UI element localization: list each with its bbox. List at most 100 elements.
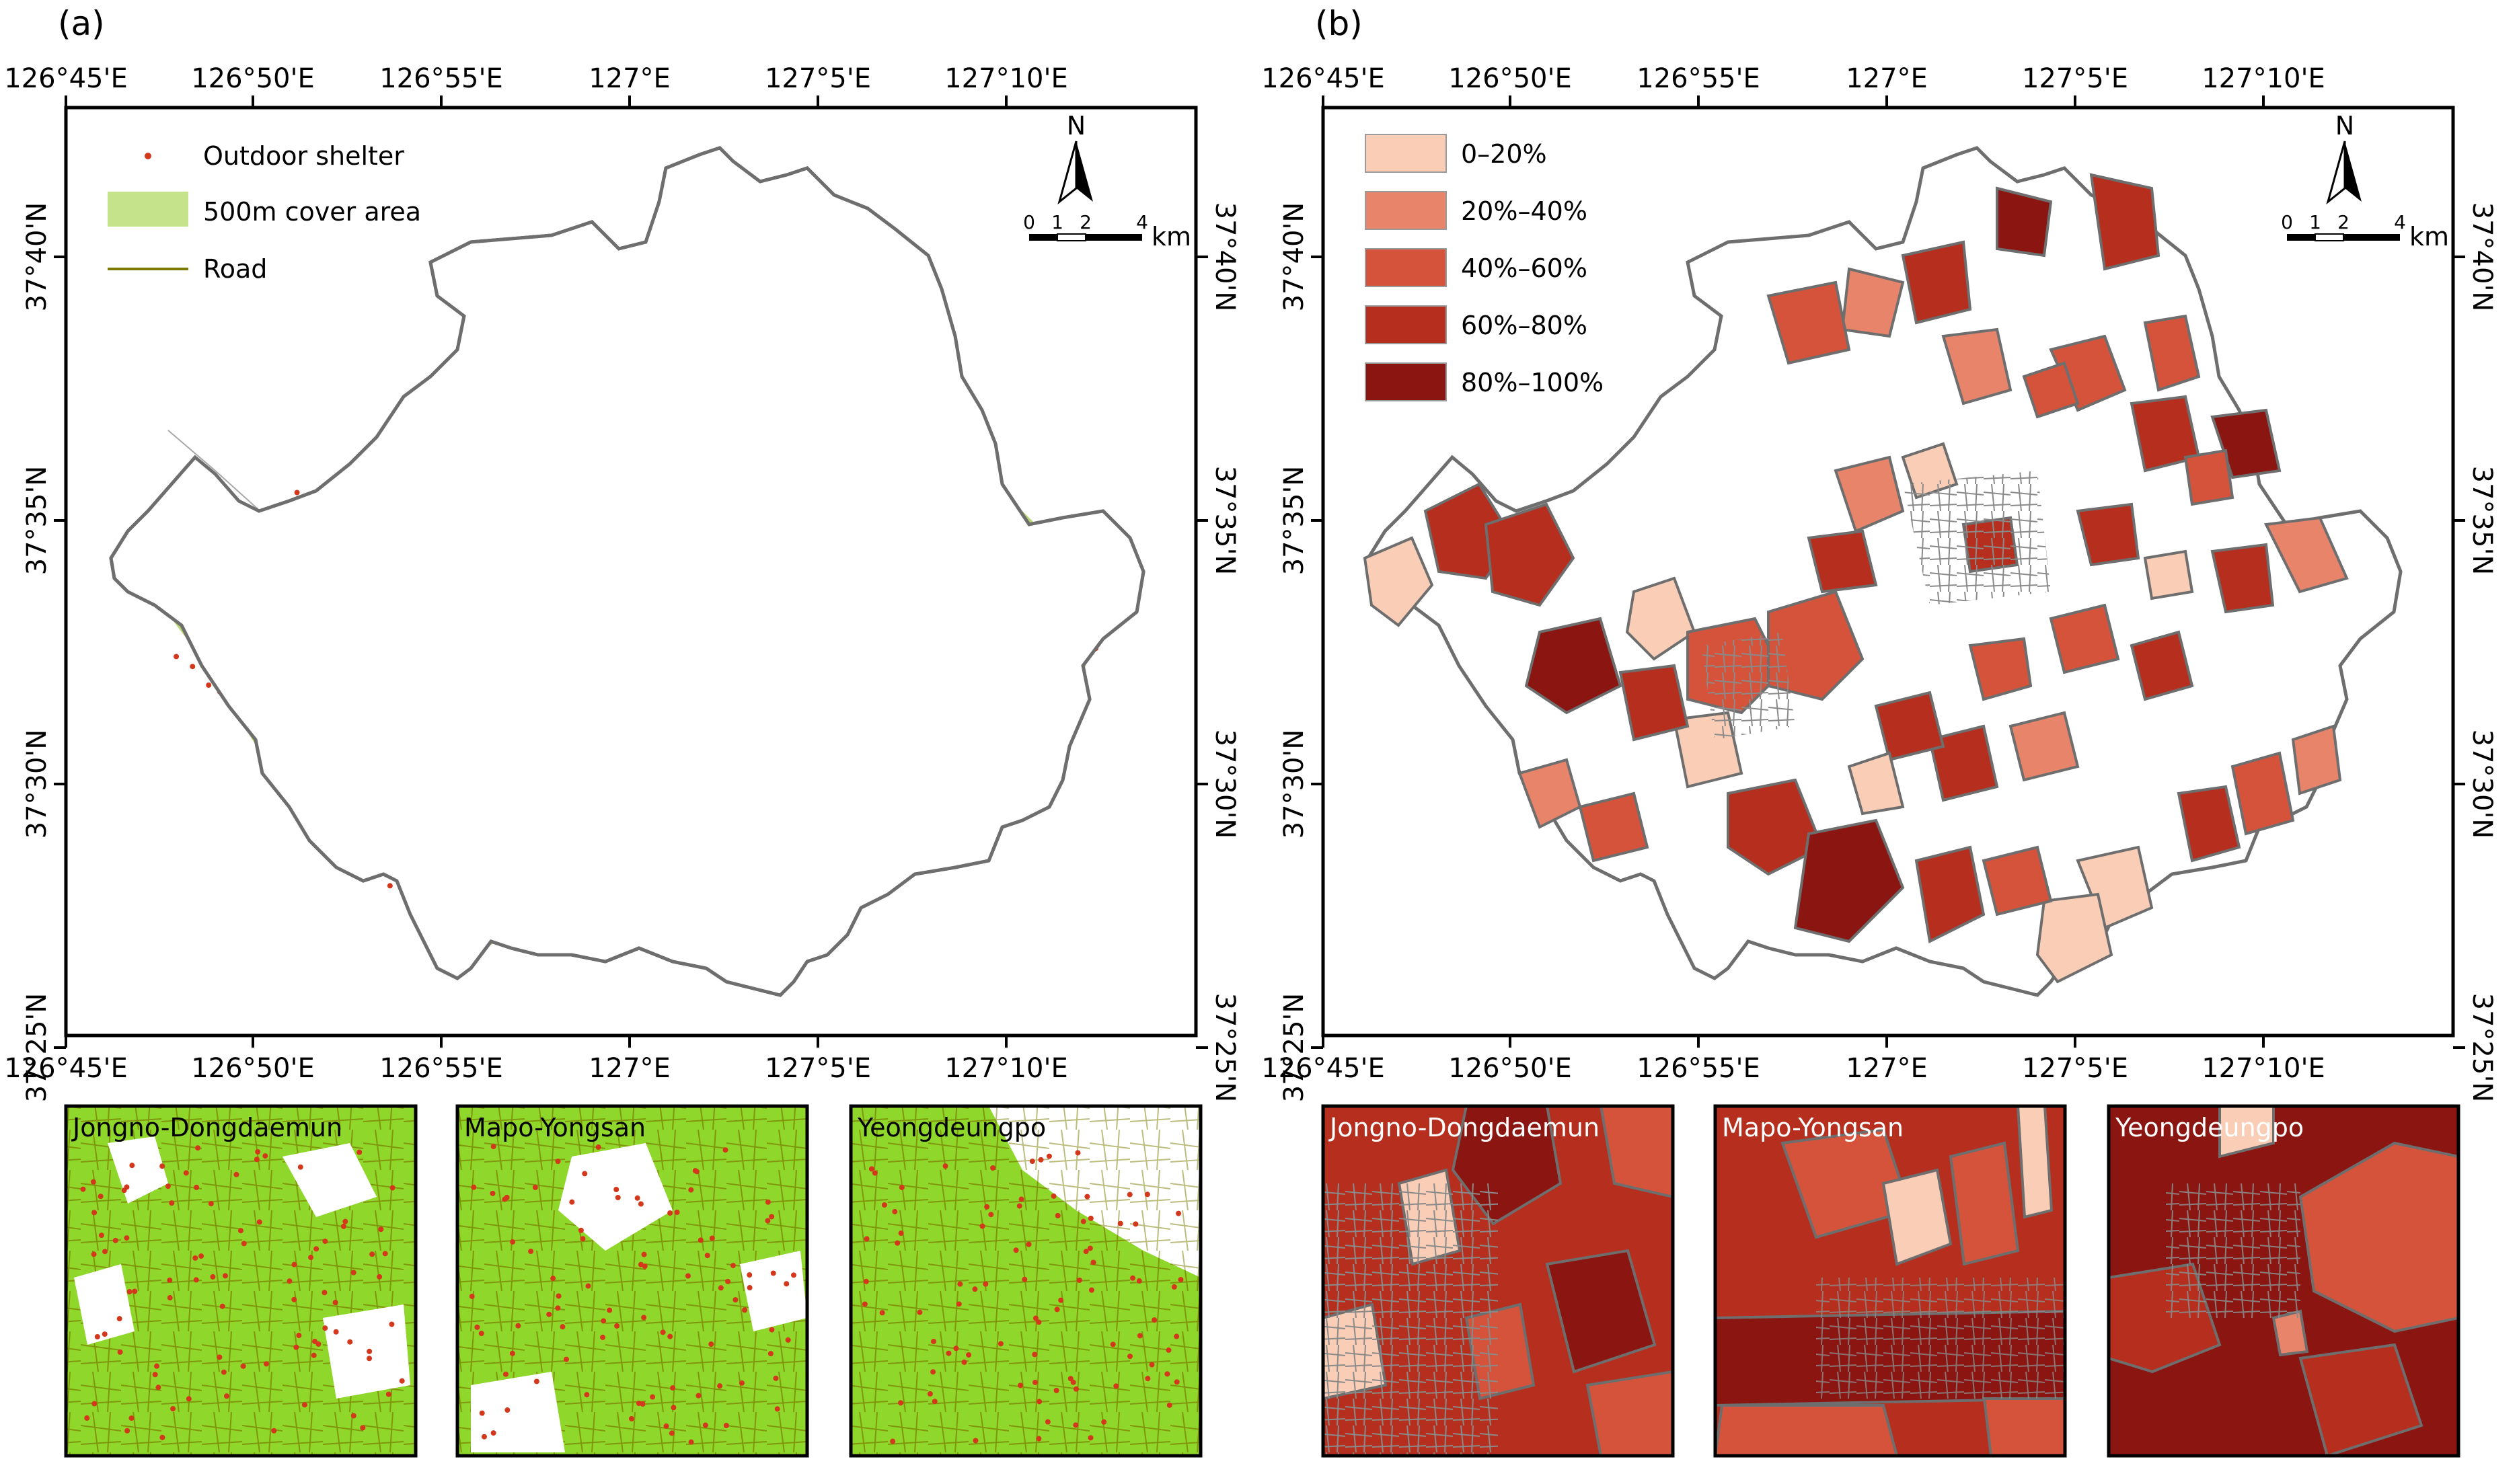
legend-class-label: 20%–40% [1461, 196, 1587, 226]
legend-shelter-label: Outdoor shelter [203, 141, 404, 171]
panel-b: (b) 126°45'E 126°50'E 126°55'E 127°E 127°5'E… [1261, 4, 2497, 1102]
right-tick-label: 37°30'N [1209, 730, 1240, 839]
panel-a-right-ticks: 37°40'N 37°35'N 37°30'N 37°25'N [1196, 202, 1240, 1103]
right-tick-label: 37°25'N [1209, 993, 1240, 1103]
right-tick-label: 37°25'N [2467, 993, 2497, 1103]
legend-class-label: 40%–60% [1461, 253, 1587, 283]
svg-text:4: 4 [2394, 211, 2406, 233]
top-tick-label: 127°10'E [2202, 63, 2325, 94]
inset-title-mapo-b: Mapo-Yongsan [1722, 1113, 1904, 1142]
panel-a-insets: Jongno-Dongdaemun Mapo-Yongsan Yeongdeun… [64, 1104, 1203, 1458]
svg-text:0: 0 [1023, 211, 1035, 233]
inset-mapo-a [457, 1106, 807, 1456]
top-tick-label: 127°E [1846, 63, 1928, 94]
panel-b-label: (b) [1315, 4, 1363, 43]
top-tick-label: 126°50'E [1448, 63, 1572, 94]
inset-title-yeongdeungpo-a: Yeongdeungpo [857, 1113, 1046, 1142]
top-tick-label: 126°45'E [1261, 63, 1385, 94]
bottom-tick-label: 126°50'E [1448, 1053, 1572, 1084]
panel-a: (a) 126°45'E 126°50'E 126°55'E 127°E 127°5'E… [4, 4, 1240, 1102]
bottom-tick-label: 127°10'E [2202, 1053, 2325, 1084]
left-tick-label: 37°35'N [22, 466, 52, 576]
legend-class-label: 80%–100% [1461, 368, 1604, 397]
panel-a-legend: Outdoor shelter 500m cover area Road [108, 141, 421, 284]
north-arrow-label: N [1067, 111, 1086, 141]
panel-b-insets: Jongno-Dongdaemun Mapo-Yongsan [1321, 1104, 2460, 1458]
top-tick-label: 126°45'E [4, 63, 128, 94]
left-tick-label: 37°35'N [1279, 466, 1310, 576]
panel-a-top-ticks: 126°45'E 126°50'E 126°55'E 127°E 127°5'E 127°… [4, 63, 1068, 108]
inset-title-yeongdeungpo-b: Yeongdeungpo [2115, 1113, 2304, 1142]
right-tick-label: 37°35'N [1209, 466, 1240, 576]
north-arrow-a: N [1057, 111, 1093, 205]
right-tick-label: 37°40'N [1209, 202, 1240, 312]
inset-title-mapo-a: Mapo-Yongsan [464, 1113, 646, 1142]
legend-swatch [1365, 248, 1447, 287]
svg-text:N: N [2335, 111, 2354, 141]
inset-yeongdeungpo-b [2109, 1106, 2458, 1456]
panel-b-map [1323, 108, 2453, 1036]
top-tick-label: 127°5'E [765, 63, 871, 94]
legend-swatch [1365, 191, 1447, 230]
top-tick-label: 127°5'E [2022, 63, 2128, 94]
bottom-tick-label: 127°E [1846, 1053, 1928, 1084]
top-tick-label: 127°10'E [944, 63, 1068, 94]
left-tick-label: 37°25'N [22, 993, 52, 1103]
top-tick-label: 127°E [589, 63, 671, 94]
left-tick-label: 37°30'N [22, 730, 52, 839]
legend-swatch [1365, 134, 1447, 173]
cover-legend-symbol [108, 192, 188, 227]
inset-title-jongno-b: Jongno-Dongdaemun [1328, 1113, 1600, 1142]
svg-text:1: 1 [2309, 211, 2321, 233]
scale-bar-a: 0 1 2 4 km [1023, 211, 1191, 251]
svg-text:4: 4 [1136, 211, 1148, 233]
bottom-tick-label: 127°5'E [2022, 1053, 2128, 1084]
legend-swatch [1365, 305, 1447, 344]
svg-text:2: 2 [2337, 211, 2349, 233]
panel-a-map [66, 108, 1196, 1036]
panel-b-top-ticks: 126°45'E 126°50'E 126°55'E 127°E 127°5'E 127°… [1261, 63, 2325, 108]
panel-a-bottom-ticks: 126°45'E 126°50'E 126°55'E 127°E 127°5'E 127°… [4, 1036, 1068, 1084]
panel-b-left-ticks: 37°40'N 37°35'N 37°30'N 37°25'N [1279, 202, 1323, 1103]
inset-jongno-a [66, 1106, 416, 1456]
legend-class-label: 60%–80% [1461, 311, 1587, 340]
legend-class-label: 0–20% [1461, 139, 1547, 169]
bottom-tick-label: 126°45'E [1261, 1053, 1385, 1084]
svg-text:1: 1 [1051, 211, 1063, 233]
left-tick-label: 37°25'N [1279, 993, 1310, 1103]
left-tick-label: 37°40'N [1279, 202, 1310, 312]
scale-unit: km [1152, 222, 1191, 251]
right-tick-label: 37°30'N [2467, 730, 2497, 839]
scale-bar-b: 0 1 2 4 km [2281, 211, 2449, 251]
top-tick-label: 126°50'E [191, 63, 315, 94]
bottom-tick-label: 126°55'E [379, 1053, 503, 1084]
right-tick-label: 37°40'N [2467, 202, 2497, 312]
north-arrow-icon [2345, 141, 2362, 202]
dense-boundaries [1701, 471, 2051, 740]
legend-swatch [1365, 362, 1447, 401]
legend-cover-label: 500m cover area [203, 197, 421, 227]
bottom-tick-label: 126°50'E [191, 1053, 315, 1084]
inset-title-jongno-a: Jongno-Dongdaemun [71, 1113, 342, 1142]
svg-text:0: 0 [2281, 211, 2293, 233]
legend-road-label: Road [203, 254, 267, 284]
north-arrow-b: N [2326, 111, 2362, 205]
shelter-legend-symbol [145, 153, 151, 159]
panel-a-frame [64, 106, 1198, 1038]
north-arrow-icon [1076, 141, 1093, 202]
bottom-tick-label: 126°55'E [1637, 1053, 1760, 1084]
left-tick-label: 37°30'N [1279, 730, 1310, 839]
choropleth [1363, 148, 2401, 995]
svg-text:km: km [2409, 222, 2449, 251]
right-tick-label: 37°35'N [2467, 466, 2497, 576]
svg-text:2: 2 [1080, 211, 1092, 233]
panel-a-label: (a) [58, 4, 105, 43]
bottom-tick-label: 126°45'E [4, 1053, 128, 1084]
bottom-tick-label: 127°E [589, 1053, 671, 1084]
inset-mapo-b [1715, 1106, 2065, 1456]
panel-b-legend: 0–20% 20%–40% 40%–60% 60%–80% 80%–100% [1365, 134, 1604, 401]
inset-jongno-b [1323, 1106, 1673, 1456]
panel-b-frame [1321, 106, 2455, 1038]
panel-b-bottom-ticks: 126°45'E 126°50'E 126°55'E 127°E 127°5'E 127°… [1261, 1036, 2325, 1084]
